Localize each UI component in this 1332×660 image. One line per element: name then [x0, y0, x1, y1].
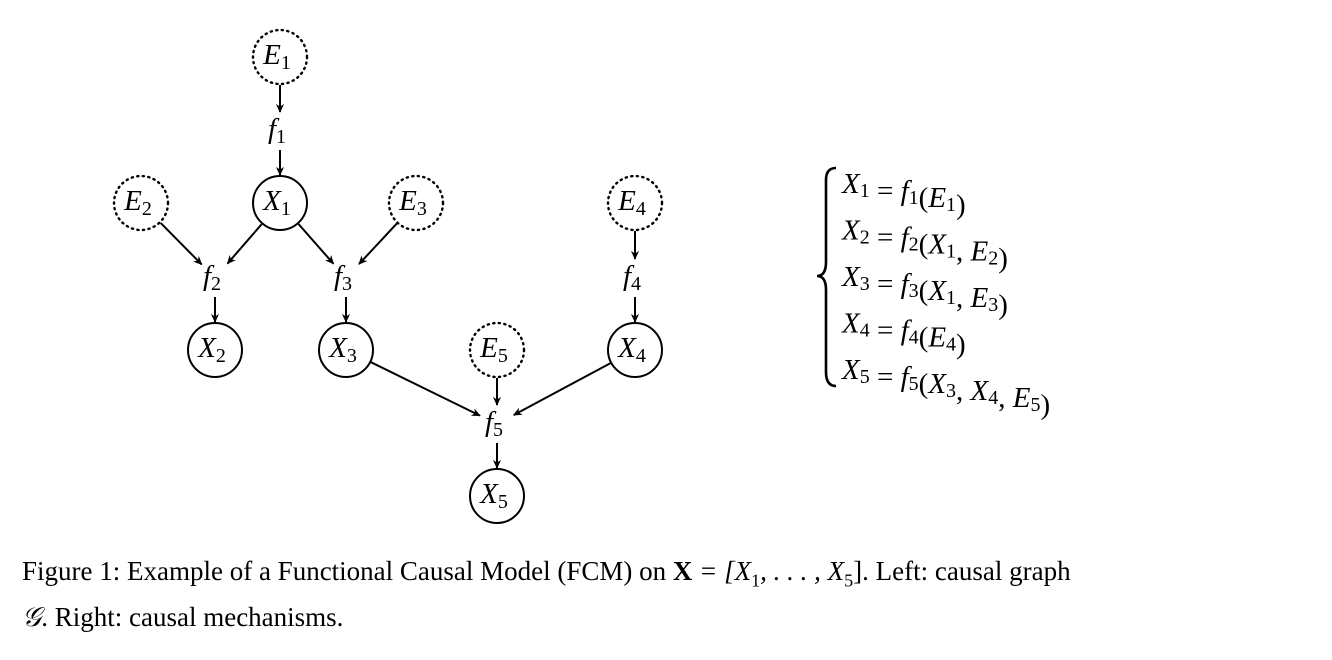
caption-ellipsis: , . . . , X [760, 556, 845, 586]
caption-sub-5: 5 [844, 570, 854, 591]
node-x3: X3 [318, 322, 374, 378]
node-f3: f3 [334, 260, 352, 295]
variable-circle [469, 468, 525, 524]
caption-mid: . Left: causal graph [862, 556, 1071, 586]
node-label-e5: E5 [479, 332, 508, 367]
node-x2: X2 [187, 322, 243, 378]
node-label-f5: f5 [485, 406, 503, 441]
node-label-x1: X1 [262, 185, 291, 220]
figure-caption: Figure 1: Example of a Functional Causal… [22, 553, 1312, 636]
node-e5: E5 [468, 321, 526, 379]
causal-mechanisms: X1 = f1(E1)X2 = f2(X1, E2)X3 = f3(X1, E3… [816, 166, 1050, 421]
variable-circle [187, 322, 243, 378]
noise-circle [251, 28, 309, 86]
node-e4: E4 [606, 174, 664, 232]
noise-circle [606, 174, 664, 232]
variable-circle [318, 322, 374, 378]
node-label-x2: X2 [197, 332, 226, 367]
edge-x1-f3 [297, 223, 335, 265]
caption-close: ] [853, 556, 863, 586]
node-f1: f1 [268, 113, 286, 148]
caption-suffix: . Right: causal mechanisms. [41, 602, 344, 633]
caption-bold-x: X [672, 556, 693, 586]
node-label-e1: E1 [262, 39, 291, 74]
node-f5: f5 [485, 406, 503, 441]
variable-circle [607, 322, 663, 378]
node-e3: E3 [387, 174, 445, 232]
node-label-f3: f3 [334, 260, 352, 295]
node-label-f2: f2 [203, 260, 221, 295]
node-label-e4: E4 [617, 185, 646, 220]
node-e1: E1 [251, 28, 309, 86]
node-label-f4: f4 [623, 260, 641, 295]
caption-graph-symbol: 𝒢 [22, 602, 42, 633]
node-x1: X1 [252, 175, 308, 231]
node-label-x4: X4 [617, 332, 646, 367]
caption-prefix: Figure 1: Example of a Functional Causal… [22, 556, 673, 586]
node-label-x5: X5 [479, 478, 508, 513]
equation-5: X5 = f5(X3, X4, E5) [841, 354, 1050, 421]
caption-sub-1: 1 [751, 570, 761, 591]
left-brace [816, 166, 837, 388]
equation-4: X4 = f4(E4) [841, 308, 966, 361]
edge-x4-f5 [512, 362, 611, 416]
node-label-f1: f1 [268, 113, 286, 148]
edge-x1-f2 [226, 223, 263, 265]
node-label-x3: X3 [328, 332, 357, 367]
equation-2: X2 = f2(X1, E2) [841, 215, 1008, 275]
equation-3: X3 = f3(X1, E3) [841, 261, 1008, 321]
node-f2: f2 [203, 260, 221, 295]
node-x4: X4 [607, 322, 663, 378]
fcm-figure: E1 E2 E3 E4 E5 X1 X2 X3 X4 X5 f1 f2 f3 f4 f5 X1 = f1(E… [112, 28, 1050, 524]
caption-math: = [X [692, 556, 752, 586]
node-e2: E2 [112, 174, 170, 232]
noise-circle [112, 174, 170, 232]
equation-1: X1 = f1(E1) [841, 168, 966, 221]
node-label-e3: E3 [398, 185, 427, 220]
edge-e3-f3 [358, 222, 398, 265]
noise-circle [468, 321, 526, 379]
edge-e2-f2 [159, 222, 203, 266]
graph-nodes: E1 E2 E3 E4 E5 X1 X2 X3 X4 X5 f1 f2 f3 f4 f5 [112, 28, 664, 524]
node-f4: f4 [623, 260, 641, 295]
graph-edges [159, 85, 640, 469]
noise-circle [387, 174, 445, 232]
variable-circle [252, 175, 308, 231]
edge-x3-f5 [370, 361, 481, 417]
node-label-e2: E2 [123, 185, 152, 220]
node-x5: X5 [469, 468, 525, 524]
